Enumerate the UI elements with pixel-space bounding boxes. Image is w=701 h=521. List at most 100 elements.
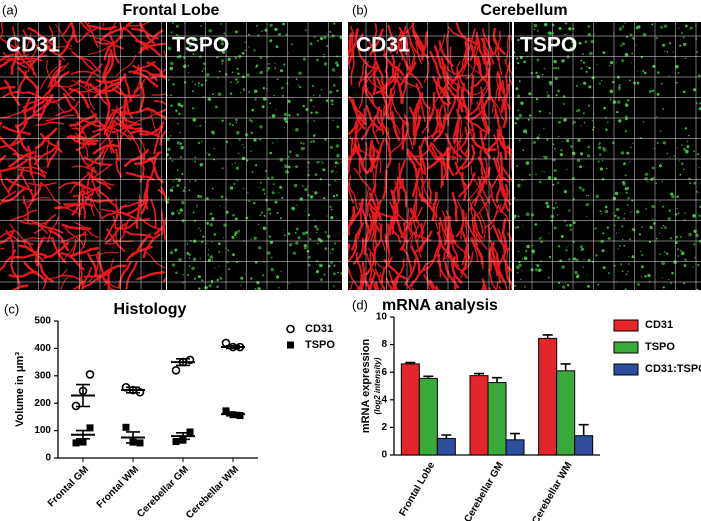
tspo-spot [581, 247, 584, 251]
tspo-spot [635, 44, 637, 46]
vessel [0, 57, 13, 69]
vessel [59, 29, 75, 56]
tspo-spot [262, 87, 266, 90]
tspo-spot [693, 88, 697, 92]
tspo-spot [270, 267, 274, 272]
vessel [60, 274, 70, 290]
tspo-spot [587, 145, 591, 149]
vessel [501, 182, 510, 212]
tspo-spot [609, 89, 614, 94]
vessel [73, 124, 95, 145]
tspo-spot [331, 103, 334, 106]
tspo-spot [316, 264, 317, 266]
tspo-spot [192, 90, 194, 92]
vessel [418, 92, 426, 123]
tspo-spot [594, 33, 596, 35]
vessel [370, 138, 385, 166]
tspo-spot [328, 30, 332, 34]
vessel [368, 272, 376, 290]
tspo-spot [199, 124, 202, 127]
tspo-spot [601, 249, 605, 253]
tspo-spot [607, 237, 611, 240]
vessel [71, 187, 84, 216]
tspo-spot [229, 92, 233, 95]
vessel [375, 281, 379, 290]
vessel [404, 258, 417, 286]
tspo-spot [585, 204, 587, 206]
error-bar [76, 429, 90, 440]
tspo-spot [320, 278, 323, 281]
tspo-spot [677, 255, 680, 258]
bar [418, 377, 438, 456]
tspo-spot [516, 94, 521, 98]
tspo-spot [251, 108, 255, 112]
vessel [94, 187, 118, 208]
tspo-spot [188, 253, 191, 256]
tspo-spot [329, 145, 333, 149]
tspo-spot [180, 146, 184, 150]
tspo-spot [182, 221, 184, 223]
panel-label: (b) [352, 2, 368, 17]
tspo-spot [667, 217, 671, 221]
tspo-spot [546, 204, 550, 209]
vessel [385, 277, 395, 290]
vessel [472, 223, 488, 250]
tspo-spot [641, 226, 643, 228]
tspo-spot [206, 222, 210, 225]
tspo-spot [621, 25, 625, 28]
tspo-spot [548, 256, 552, 259]
tspo-spot [278, 32, 281, 36]
tspo-spot [231, 144, 233, 146]
vessel [379, 109, 390, 138]
vessel [444, 261, 460, 289]
tspo-spot [257, 287, 261, 290]
y-tick-label: 0 [381, 450, 387, 461]
tspo-spot [234, 30, 238, 34]
tspo-spot [600, 225, 602, 227]
tspo-spot [617, 248, 619, 250]
vessel [398, 159, 406, 189]
y-axis-label: mRNA expression [360, 339, 372, 434]
data-point [79, 438, 87, 446]
legend-label: CD31:TSPO [645, 363, 701, 375]
tspo-spot [329, 205, 332, 208]
tspo-spot [288, 243, 293, 247]
vessel [121, 212, 151, 222]
tspo-spot [255, 66, 257, 68]
vessel [363, 60, 369, 90]
vessel [400, 211, 417, 238]
tspo-spot [307, 213, 311, 216]
vessel [374, 178, 379, 207]
image-background [167, 22, 342, 290]
tspo-spot [563, 190, 568, 194]
tspo-spot [175, 109, 178, 112]
tspo-spot [623, 162, 626, 165]
tspo-spot [175, 24, 179, 28]
tspo-spot [218, 70, 221, 73]
y-tick-label: 300 [34, 370, 51, 381]
tspo-spot [232, 213, 235, 217]
vessel [77, 259, 83, 289]
tspo-spot [562, 285, 566, 289]
vessel [389, 93, 394, 123]
tspo-spot [582, 266, 584, 268]
tspo-spot [561, 59, 565, 63]
tspo-spot [597, 160, 600, 163]
tspo-spot [599, 153, 602, 156]
tspo-spot [333, 84, 336, 87]
vessel [357, 143, 361, 174]
tspo-spot [168, 196, 170, 198]
tspo-spot [637, 25, 641, 29]
vessel [489, 255, 502, 284]
tspo-spot [332, 22, 336, 25]
tspo-spot [693, 150, 695, 152]
tspo-spot [237, 152, 240, 155]
vessel [107, 22, 118, 35]
tspo-spot [620, 151, 625, 155]
tspo-spot [587, 285, 590, 288]
tspo-spot [174, 248, 178, 252]
vessel [474, 240, 484, 269]
vessel [395, 22, 415, 45]
vessel [16, 70, 28, 100]
